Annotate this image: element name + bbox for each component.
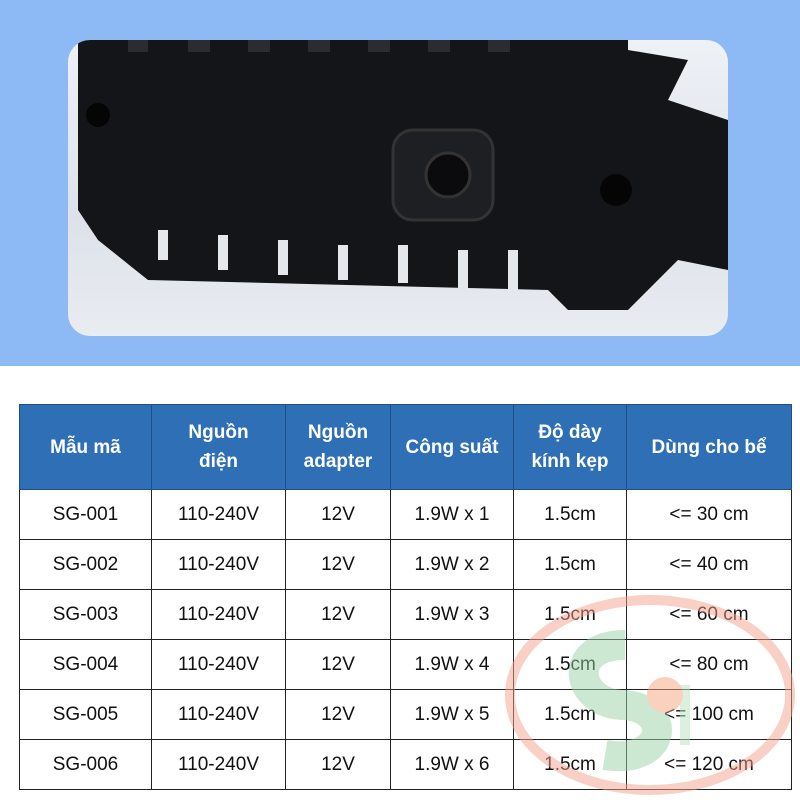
cell-power-source: 110-240V xyxy=(151,539,286,590)
cell-wattage: 1.9W x 5 xyxy=(390,689,514,740)
table-row: SG-001 110-240V 12V 1.9W x 1 1.5cm <= 30 cm xyxy=(19,489,792,540)
cell-adapter: 12V xyxy=(285,689,391,740)
header-power-source: Nguồn điện xyxy=(151,404,286,490)
table-header-row: Mẫu mã Nguồn điện Nguồn adapter Công suất … xyxy=(19,404,792,490)
cell-glass-thickness: 1.5cm xyxy=(513,539,627,590)
cell-wattage: 1.9W x 3 xyxy=(390,589,514,640)
cell-power-source: 110-240V xyxy=(151,489,286,540)
product-photo xyxy=(68,40,728,336)
table-row: SG-003 110-240V 12V 1.9W x 3 1.5cm <= 60 cm xyxy=(19,589,792,640)
cell-power-source: 110-240V xyxy=(151,739,286,790)
table-row: SG-002 110-240V 12V 1.9W x 2 1.5cm <= 40 cm xyxy=(19,539,792,590)
table-row: SG-005 110-240V 12V 1.9W x 5 1.5cm <= 100 cm xyxy=(19,689,792,740)
cell-tank-size: <= 40 cm xyxy=(626,539,792,590)
cell-tank-size: <= 100 cm xyxy=(626,689,792,740)
cell-tank-size: <= 60 cm xyxy=(626,589,792,640)
cell-wattage: 1.9W x 4 xyxy=(390,639,514,690)
cell-glass-thickness: 1.5cm xyxy=(513,589,627,640)
cell-adapter: 12V xyxy=(285,739,391,790)
cell-model: SG-003 xyxy=(19,589,152,640)
cell-adapter: 12V xyxy=(285,639,391,690)
header-glass-thickness: Độ dày kính kẹp xyxy=(513,404,627,490)
cell-power-source: 110-240V xyxy=(151,689,286,740)
cell-power-source: 110-240V xyxy=(151,589,286,640)
table-row: SG-004 110-240V 12V 1.9W x 4 1.5cm <= 80 cm xyxy=(19,639,792,690)
cell-glass-thickness: 1.5cm xyxy=(513,739,627,790)
header-adapter: Nguồn adapter xyxy=(285,404,391,490)
cell-glass-thickness: 1.5cm xyxy=(513,639,627,690)
header-tank-size: Dùng cho bể xyxy=(626,404,792,490)
cell-wattage: 1.9W x 2 xyxy=(390,539,514,590)
cell-model: SG-002 xyxy=(19,539,152,590)
cell-model: SG-004 xyxy=(19,639,152,690)
table-row: SG-006 110-240V 12V 1.9W x 6 1.5cm <= 120 cm xyxy=(19,739,792,790)
header-model: Mẫu mã xyxy=(19,404,152,490)
cell-model: SG-005 xyxy=(19,689,152,740)
cell-model: SG-006 xyxy=(19,739,152,790)
cell-wattage: 1.9W x 1 xyxy=(390,489,514,540)
cell-adapter: 12V xyxy=(285,539,391,590)
cell-power-source: 110-240V xyxy=(151,639,286,690)
cell-glass-thickness: 1.5cm xyxy=(513,689,627,740)
cell-adapter: 12V xyxy=(285,489,391,540)
cell-wattage: 1.9W x 6 xyxy=(390,739,514,790)
header-wattage: Công suất xyxy=(390,404,514,490)
cell-tank-size: <= 30 cm xyxy=(626,489,792,540)
cell-tank-size: <= 120 cm xyxy=(626,739,792,790)
cell-glass-thickness: 1.5cm xyxy=(513,489,627,540)
spec-table: Mẫu mã Nguồn điện Nguồn adapter Công suất … xyxy=(19,404,792,790)
cell-model: SG-001 xyxy=(19,489,152,540)
cell-tank-size: <= 80 cm xyxy=(626,639,792,690)
cell-adapter: 12V xyxy=(285,589,391,640)
